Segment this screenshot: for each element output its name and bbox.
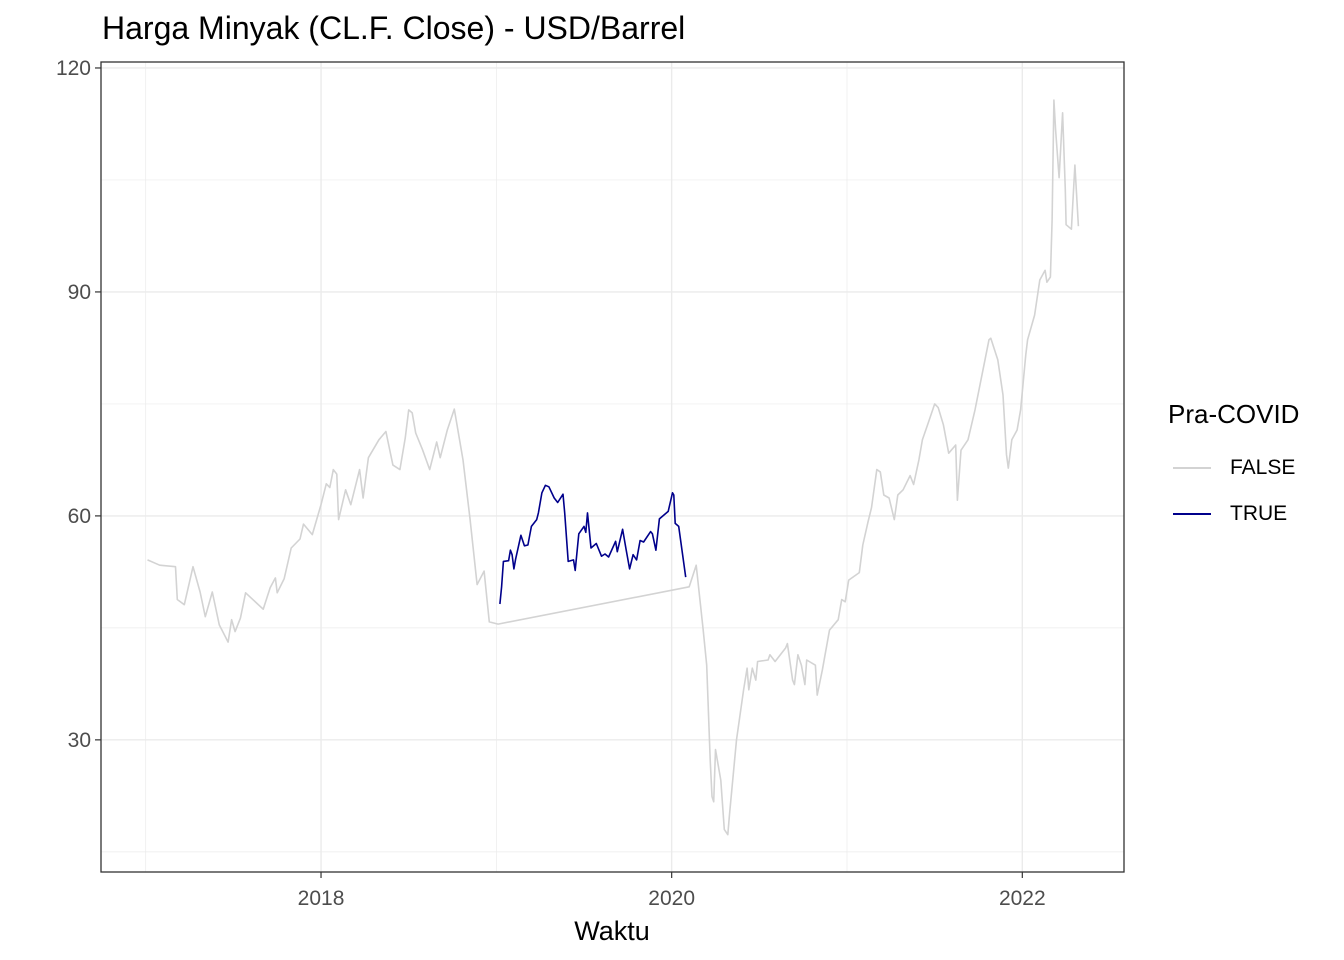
legend-label-true: TRUE xyxy=(1230,502,1288,525)
x-tick-label: 2020 xyxy=(648,887,695,910)
series-line-false xyxy=(147,99,1080,836)
series-lines xyxy=(147,99,1080,836)
axes: 2018 2020 2022 30 60 90 120 xyxy=(56,57,1046,910)
y-tick-label: 90 xyxy=(68,281,91,304)
panel-border xyxy=(100,61,1125,873)
legend-item-true: TRUE xyxy=(1173,499,1287,529)
y-tick-label: 60 xyxy=(68,505,91,528)
legend-key-false xyxy=(1173,467,1211,469)
legend-item-false: FALSE xyxy=(1173,453,1295,483)
x-axis-label: Waktu xyxy=(574,916,650,946)
legend-title: Pra-COVID xyxy=(1168,399,1300,429)
chart-title: Harga Minyak (CL.F. Close) - USD/Barrel xyxy=(102,10,686,46)
legend-label-false: FALSE xyxy=(1230,456,1296,479)
x-tick-label: 2022 xyxy=(999,887,1046,910)
series-line-true xyxy=(499,484,687,605)
x-tick-label: 2018 xyxy=(298,887,345,910)
legend-key-true xyxy=(1173,513,1211,515)
y-tick-label: 120 xyxy=(56,57,91,80)
gridlines xyxy=(101,62,1124,872)
y-tick-label: 30 xyxy=(68,729,91,752)
